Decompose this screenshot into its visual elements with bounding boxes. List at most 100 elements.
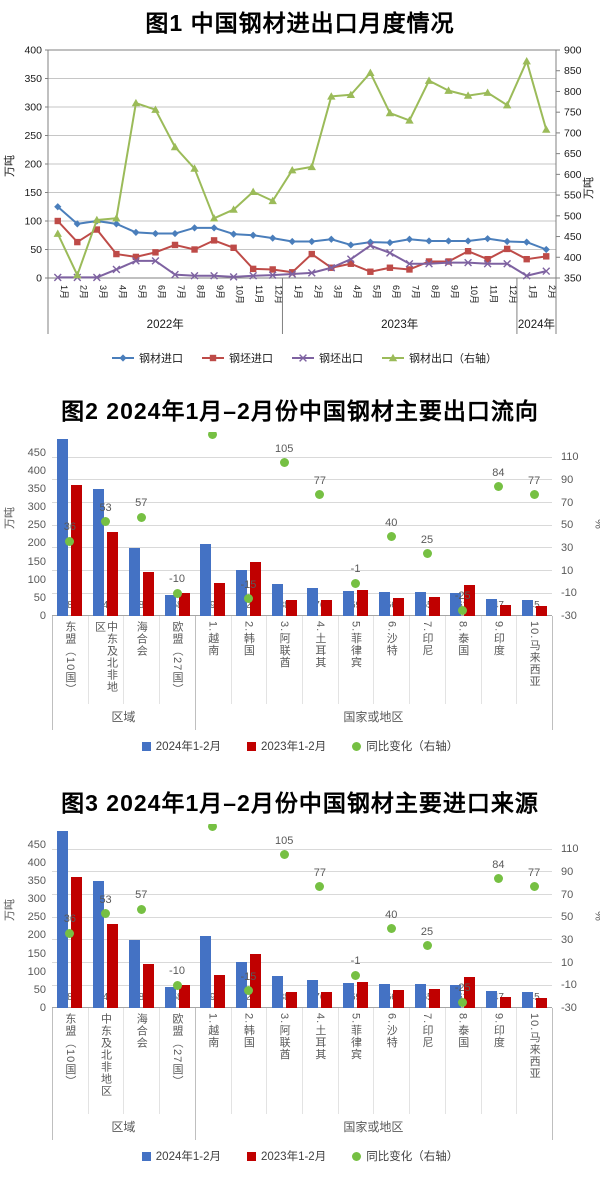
yoy-dot-label: -15 bbox=[240, 578, 257, 591]
yoy-dot bbox=[458, 605, 468, 615]
category-label: 海合会 bbox=[135, 621, 148, 657]
yoy-dot-label: 36 bbox=[63, 521, 76, 534]
right-axis-tick-label: 30 bbox=[561, 933, 574, 946]
left-axis-tick-label: 200 bbox=[27, 537, 46, 550]
series-marker-0 bbox=[503, 237, 511, 246]
yoy-dot bbox=[136, 904, 146, 914]
month-label: 4月 bbox=[117, 285, 127, 299]
month-label: 2月 bbox=[547, 285, 557, 299]
yoy-dot bbox=[529, 882, 539, 892]
series-marker-3 bbox=[327, 92, 336, 100]
left-axis-tick-label: 100 bbox=[27, 573, 46, 586]
category-label: 5.菲律宾 bbox=[349, 1013, 362, 1061]
left-axis-tick-label: 350 bbox=[27, 874, 46, 887]
left-axis-tick-label: 250 bbox=[24, 130, 42, 142]
x-axis-line bbox=[52, 615, 552, 616]
yoy-dot bbox=[315, 490, 325, 500]
yoy-dot-label: 77 bbox=[313, 474, 326, 487]
series-marker-2 bbox=[307, 268, 316, 277]
yoy-dot bbox=[315, 882, 325, 892]
right-axis-tick-label: 550 bbox=[564, 190, 582, 202]
category-label: 2.韩国 bbox=[242, 1013, 255, 1049]
right-axis-tick-label: 10 bbox=[561, 956, 574, 969]
legend-item-2: 同比变化（右轴） bbox=[352, 1148, 458, 1164]
series-marker-1 bbox=[543, 253, 550, 260]
right-axis-tick-label: 90 bbox=[561, 865, 574, 878]
category-label: 5.菲律宾 bbox=[349, 621, 362, 669]
category-label: 4.土耳其 bbox=[313, 1013, 326, 1061]
series-marker-1 bbox=[152, 249, 159, 256]
right-axis-tick-label: 10 bbox=[561, 564, 574, 577]
left-axis-tick-label: 350 bbox=[24, 73, 42, 85]
gridline bbox=[52, 916, 552, 918]
series-marker-2 bbox=[346, 255, 355, 264]
right-axis-tick-label: 750 bbox=[564, 107, 582, 119]
series-marker-0 bbox=[112, 220, 120, 228]
bar-2023 bbox=[535, 998, 547, 1008]
month-label: 3月 bbox=[98, 285, 108, 299]
bar-value-label: 199 bbox=[204, 600, 222, 611]
bar-value-label: 349 bbox=[97, 992, 114, 1003]
yoy-dot-label: 40 bbox=[385, 516, 398, 529]
category-separator bbox=[373, 1008, 375, 1114]
right-axis-tick-label: 850 bbox=[564, 65, 582, 77]
month-label: 10月 bbox=[469, 285, 479, 304]
yoy-dot-label: 105 bbox=[274, 834, 294, 847]
bar-2024 bbox=[57, 831, 69, 1008]
category-separator bbox=[337, 1008, 339, 1114]
right-axis-tick-label: 450 bbox=[564, 231, 582, 243]
yoy-dot bbox=[279, 458, 289, 468]
series-marker-1 bbox=[464, 248, 472, 255]
gridline bbox=[52, 570, 552, 572]
series-marker-3 bbox=[405, 116, 414, 124]
legend-item-0: 2024年1-2月 bbox=[141, 1148, 221, 1164]
category-label: 7.印尼 bbox=[420, 1013, 433, 1049]
gridline bbox=[52, 871, 552, 873]
series-marker-2 bbox=[425, 259, 433, 268]
chart1-plot: 0 50 100 150 200 250 300 350 400 350 400 450 500 550 6… bbox=[3, 45, 595, 366]
category-separator bbox=[266, 1008, 268, 1114]
month-label: 10月 bbox=[235, 285, 245, 304]
bar-2023 bbox=[499, 605, 511, 616]
month-label: 5月 bbox=[137, 285, 147, 299]
category-label: 6.沙特 bbox=[385, 621, 398, 657]
gridline bbox=[52, 939, 552, 941]
bar-2024 bbox=[521, 599, 533, 616]
legend-label: 同比变化（右轴） bbox=[366, 1151, 459, 1163]
category-separator bbox=[159, 1008, 161, 1114]
series-marker-1 bbox=[484, 255, 491, 263]
bar-2024 bbox=[235, 570, 247, 616]
category-separator bbox=[123, 616, 125, 704]
month-label: 2月 bbox=[313, 285, 323, 299]
category-separator bbox=[444, 616, 446, 704]
series-marker-2 bbox=[366, 241, 375, 250]
series-marker-0 bbox=[347, 241, 355, 249]
series-marker-0 bbox=[484, 235, 492, 243]
month-label: 8月 bbox=[196, 285, 206, 299]
left-axis-tick-label: 150 bbox=[27, 555, 46, 568]
category-label: 8.泰国 bbox=[456, 621, 469, 657]
right-axis-tick-label: 350 bbox=[564, 273, 582, 285]
bar-2024 bbox=[378, 984, 390, 1008]
right-axis-title: % bbox=[594, 514, 600, 534]
bar-value-label: 69 bbox=[350, 600, 362, 611]
series-marker-3 bbox=[151, 105, 160, 113]
bar-2023 bbox=[464, 977, 476, 1008]
yoy-dot bbox=[351, 578, 361, 588]
right-axis-tick-label: 400 bbox=[564, 252, 582, 264]
left-axis-tick-label: 0 bbox=[39, 610, 46, 622]
series-marker-0 bbox=[190, 224, 199, 232]
category-label: 3.阿联酋 bbox=[278, 1013, 291, 1061]
bar-value-label: 58 bbox=[171, 992, 183, 1003]
yoy-dot-label: -25 bbox=[454, 982, 471, 995]
yoy-dot-label: 40 bbox=[385, 908, 398, 921]
group-divider bbox=[552, 1008, 553, 1140]
bar-2023 bbox=[214, 975, 226, 1008]
right-axis-tick-label: 700 bbox=[564, 127, 582, 139]
series-line-2 bbox=[57, 244, 547, 279]
series-marker-0 bbox=[54, 203, 62, 211]
legend-label: 2023年1-2月 bbox=[261, 741, 327, 753]
left-axis-tick-label: 50 bbox=[33, 591, 46, 604]
bar-2023 bbox=[71, 485, 83, 616]
bar-2023 bbox=[285, 600, 297, 616]
